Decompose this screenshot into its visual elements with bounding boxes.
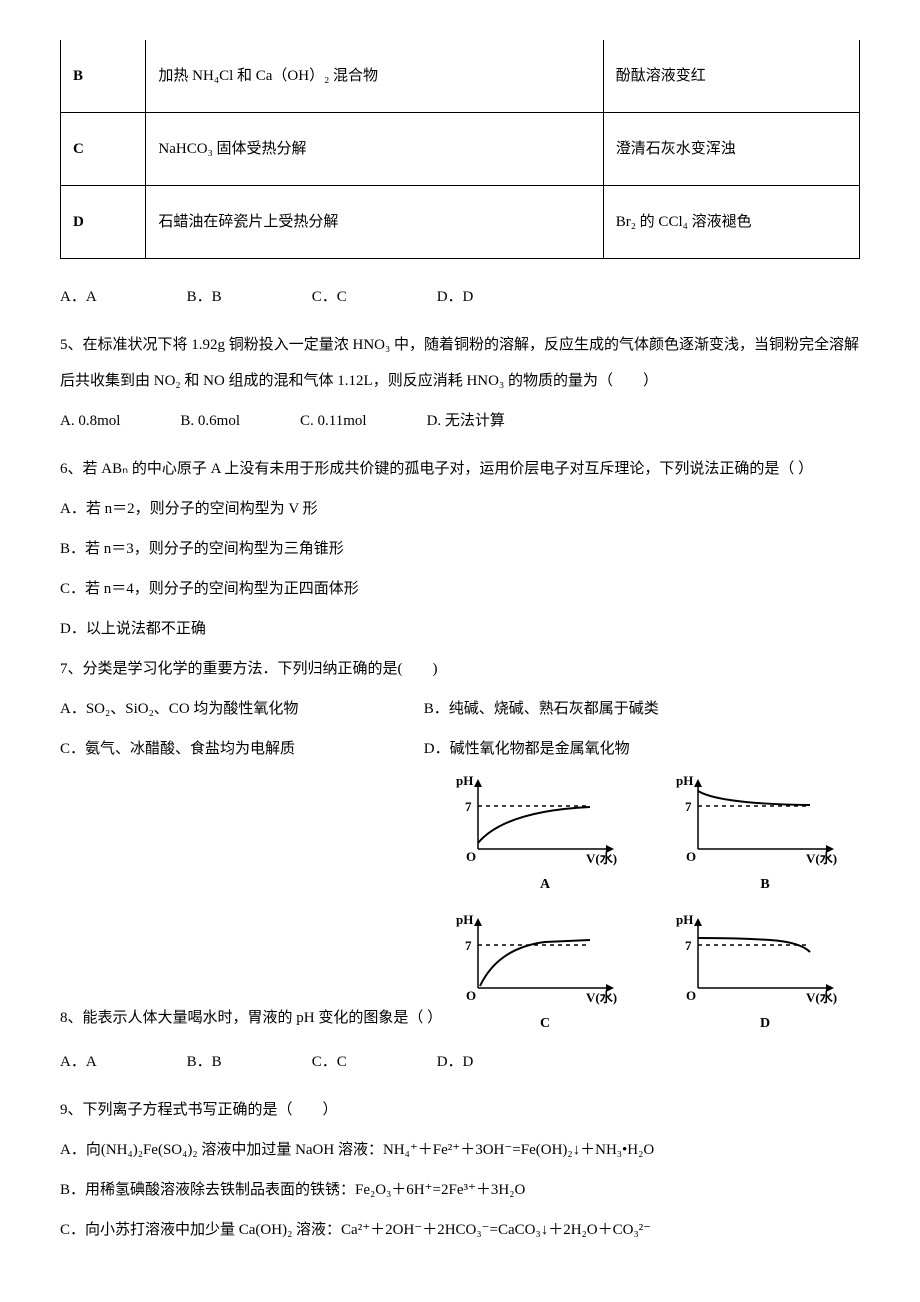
chart-d-svg: pH 7 O V(水): [670, 910, 850, 1005]
q5-options: A. 0.8mol B. 0.6mol C. 0.11mol D. 无法计算: [60, 403, 860, 439]
svg-text:O: O: [686, 849, 696, 864]
svg-text:7: 7: [465, 799, 472, 814]
svg-text:pH: pH: [676, 773, 693, 788]
chart-label: C: [540, 1016, 550, 1031]
chart-label: B: [760, 877, 769, 892]
chart-c-svg: pH 7 O V(水): [450, 910, 630, 1005]
svg-text:V(水): V(水): [586, 851, 617, 866]
q8-text: 8、能表示人体大量喝水时，胃液的 pH 变化的图象是（ ）: [60, 1000, 450, 1036]
option-c: C．C: [312, 1044, 347, 1080]
table-row-operation: 加热 NH₄Cl 和 Ca（OH）₂ 混合物: [146, 40, 603, 113]
q8-charts: pH 7 O V(水) A pH 7 O V(水) B: [450, 771, 860, 1040]
svg-text:O: O: [466, 849, 476, 864]
q6-option-d: D．以上说法都不正确: [60, 611, 860, 647]
svg-text:7: 7: [685, 938, 692, 953]
table-row-operation: 石蜡油在碎瓷片上受热分解: [146, 186, 603, 259]
table-row-label: D: [61, 186, 146, 259]
q7-row1: A．SO₂、SiO₂、CO 均为酸性氧化物 B．纯碱、烧碱、熟石灰都属于碱类: [60, 691, 860, 727]
option-b: B．B: [187, 279, 222, 315]
svg-text:O: O: [686, 988, 696, 1003]
q9-text: 9、下列离子方程式书写正确的是（ ）: [60, 1092, 860, 1128]
svg-text:O: O: [466, 988, 476, 1003]
q7-option-b: B．纯碱、烧碱、熟石灰都属于碱类: [424, 701, 659, 717]
q9-option-b: B．用稀氢碘酸溶液除去铁制品表面的铁锈：Fe₂O₃＋6H⁺=2Fe³⁺＋3H₂O: [60, 1172, 860, 1208]
option-d: D．D: [437, 279, 474, 315]
q7-option-c: C．氨气、冰醋酸、食盐均为电解质: [60, 731, 420, 767]
q7-option-d: D．碱性氧化物都是金属氧化物: [424, 741, 630, 757]
svg-text:pH: pH: [456, 773, 473, 788]
svg-text:V(水): V(水): [806, 990, 837, 1005]
q7-option-a: A．SO₂、SiO₂、CO 均为酸性氧化物: [60, 691, 420, 727]
chart-a-svg: pH 7 O V(水): [450, 771, 630, 866]
experiment-table: B 加热 NH₄Cl 和 Ca（OH）₂ 混合物 酚酞溶液变红 C NaHCO₃…: [60, 40, 860, 259]
option-c: C. 0.11mol: [300, 403, 367, 439]
q6-option-a: A．若 n＝2，则分子的空间构型为 V 形: [60, 491, 860, 527]
svg-text:pH: pH: [676, 912, 693, 927]
chart-b-svg: pH 7 O V(水): [670, 771, 850, 866]
q7-text: 7、分类是学习化学的重要方法．下列归纳正确的是( ): [60, 651, 860, 687]
option-d: D．D: [437, 1044, 474, 1080]
table-row-operation: NaHCO₃ 固体受热分解: [146, 113, 603, 186]
chart-c: pH 7 O V(水) C: [450, 910, 640, 1041]
option-b: B. 0.6mol: [180, 403, 240, 439]
q5-text: 5、在标准状况下将 1.92g 铜粉投入一定量浓 HNO₃ 中，随着铜粉的溶解，…: [60, 327, 860, 399]
option-a: A. 0.8mol: [60, 403, 120, 439]
chart-a: pH 7 O V(水) A: [450, 771, 640, 902]
svg-text:V(水): V(水): [586, 990, 617, 1005]
table-row-phenomenon: Br₂ 的 CCl₄ 溶液褪色: [603, 186, 859, 259]
q8-block: 8、能表示人体大量喝水时，胃液的 pH 变化的图象是（ ） pH 7 O V(水…: [60, 771, 860, 1040]
svg-text:pH: pH: [456, 912, 473, 927]
q9-option-c: C．向小苏打溶液中加少量 Ca(OH)₂ 溶液：Ca²⁺＋2OH⁻＋2HCO₃⁻…: [60, 1212, 860, 1248]
chart-b: pH 7 O V(水) B: [670, 771, 860, 902]
q6-option-c: C．若 n＝4，则分子的空间构型为正四面体形: [60, 571, 860, 607]
chart-label: D: [760, 1016, 770, 1031]
q7-row2: C．氨气、冰醋酸、食盐均为电解质 D．碱性氧化物都是金属氧化物: [60, 731, 860, 767]
option-a: A．A: [60, 1044, 97, 1080]
option-d: D. 无法计算: [427, 403, 505, 439]
table-row-phenomenon: 澄清石灰水变浑浊: [603, 113, 859, 186]
q9-option-a: A．向(NH₄)₂Fe(SO₄)₂ 溶液中加过量 NaOH 溶液：NH₄⁺＋Fe…: [60, 1132, 860, 1168]
table-row-label: B: [61, 40, 146, 113]
q6-text: 6、若 ABₙ 的中心原子 A 上没有未用于形成共价键的孤电子对，运用价层电子对…: [60, 451, 860, 487]
chart-d: pH 7 O V(水) D: [670, 910, 860, 1041]
svg-text:V(水): V(水): [806, 851, 837, 866]
svg-text:7: 7: [465, 938, 472, 953]
svg-text:7: 7: [685, 799, 692, 814]
q8-options: A．A B．B C．C D．D: [60, 1044, 860, 1080]
q6-option-b: B．若 n＝3，则分子的空间构型为三角锥形: [60, 531, 860, 567]
option-c: C．C: [312, 279, 347, 315]
table-row-phenomenon: 酚酞溶液变红: [603, 40, 859, 113]
option-a: A．A: [60, 279, 97, 315]
chart-label: A: [540, 877, 550, 892]
table-row-label: C: [61, 113, 146, 186]
q4-options: A．A B．B C．C D．D: [60, 279, 860, 315]
option-b: B．B: [187, 1044, 222, 1080]
